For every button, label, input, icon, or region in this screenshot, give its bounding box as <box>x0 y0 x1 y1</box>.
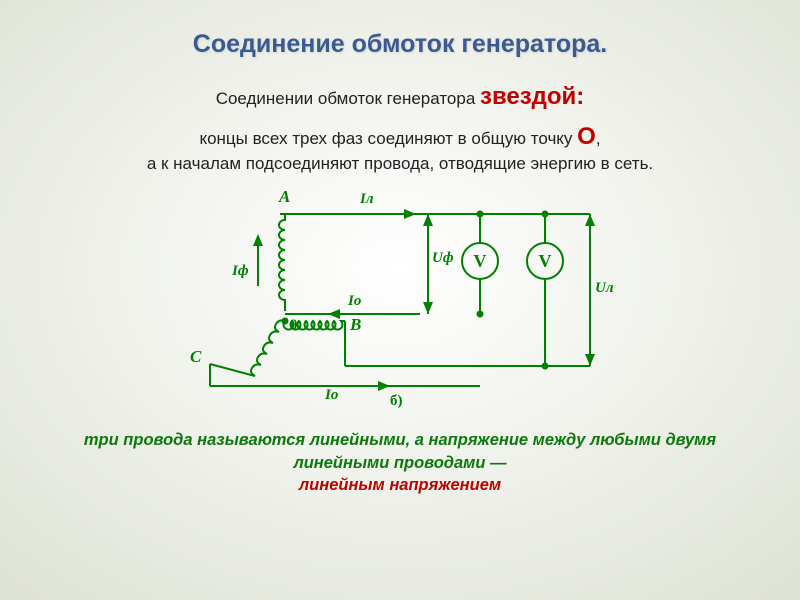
node-c-label: C <box>190 348 201 365</box>
circuit-diagram: V V A B C 0 Iл Iф Iо Uф Uл Iо б) <box>180 186 620 411</box>
voltmeter-1-label: V <box>474 251 487 271</box>
label-io2: Iо <box>325 388 338 403</box>
diagram-container: V V A B C 0 Iл Iф Iо Uф Uл Iо б) <box>50 186 750 411</box>
body-line1b: , <box>596 129 601 148</box>
subtitle-prefix: Соединении обмоток генератора <box>216 89 480 108</box>
body-line2: а к началам подсоединяют провода, отводя… <box>147 154 653 173</box>
body-point-o: О <box>577 123 596 150</box>
label-il: Iл <box>360 192 374 207</box>
body-text: концы всех трех фаз соединяют в общую то… <box>50 121 750 176</box>
voltmeter-2-label: V <box>539 251 552 271</box>
body-line1a: концы всех трех фаз соединяют в общую то… <box>199 129 577 148</box>
subtitle-star-word: звездой: <box>480 83 584 110</box>
subtitle: Соединении обмоток генератора звездой: <box>50 83 750 111</box>
footer-line2: линейным напряжением <box>299 476 501 494</box>
slide: Соединение обмоток генератора. Соединени… <box>0 0 800 600</box>
label-ul: Uл <box>595 281 614 296</box>
footer-text: три провода называются линейными, а напр… <box>50 429 750 496</box>
circuit-svg: V V <box>180 186 620 411</box>
node-a-label: A <box>279 188 290 205</box>
label-uf: Uф <box>432 251 454 266</box>
label-if: Iф <box>232 264 249 279</box>
panel-b-label: б) <box>390 394 403 409</box>
node-b-label: B <box>350 316 361 333</box>
footer-line1: три провода называются линейными, а напр… <box>84 431 716 471</box>
node-o-label: 0 <box>290 318 298 333</box>
label-io1: Iо <box>348 294 361 309</box>
slide-title: Соединение обмоток генератора. <box>50 30 750 59</box>
